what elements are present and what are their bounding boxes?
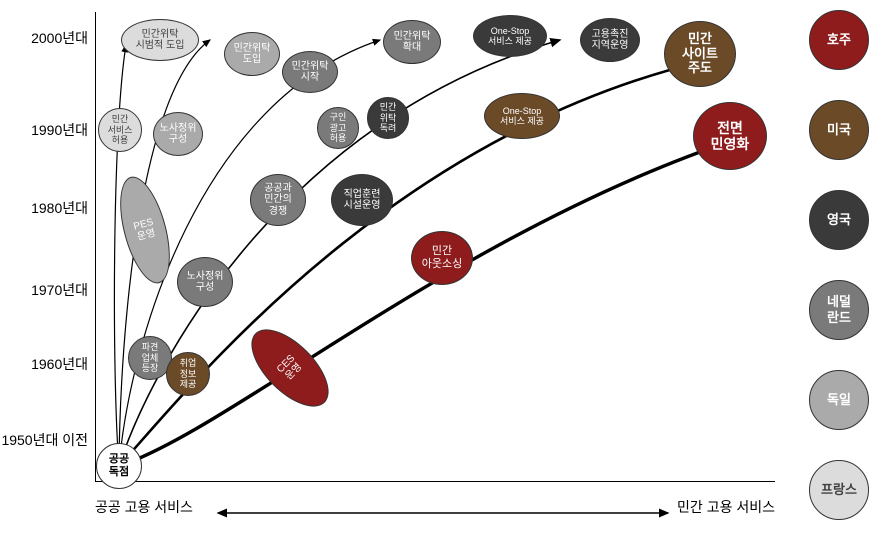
- node-uk: 민간 위탁 독려: [367, 97, 409, 139]
- node-aus: 전면 민영화: [693, 102, 767, 170]
- node-france: 민간 서비스 허용: [98, 108, 142, 152]
- legend: 호주미국영국네덜 란드독일프랑스: [809, 10, 871, 550]
- y-label: 1950년대 이전: [1, 432, 88, 449]
- node-nether: 공공과 민간의 경쟁: [250, 174, 306, 226]
- node-usa: One-Stop 서비스 제공: [484, 93, 560, 139]
- legend-item-네덜란드: 네덜 란드: [809, 280, 869, 340]
- node-germany: 민간위탁 도입: [224, 32, 280, 76]
- legend-item-호주: 호주: [809, 10, 869, 70]
- node-aus: 민간 아웃소싱: [411, 231, 473, 285]
- y-label: 1980년대: [31, 200, 88, 217]
- legend-item-프랑스: 프랑스: [809, 460, 869, 520]
- node-nether: 민간위탁 시작: [282, 51, 338, 93]
- y-label: 1960년대: [31, 356, 88, 373]
- legend-item-미국: 미국: [809, 100, 869, 160]
- node-uk: One-Stop 서비스 제공: [473, 15, 547, 57]
- node-uk: 취업 정보 제공: [166, 352, 210, 396]
- node-nether: 노사정위 구성: [177, 257, 233, 307]
- node-start: 공공 독점: [96, 443, 142, 489]
- node-germany: 노사정위 구성: [153, 112, 203, 156]
- legend-item-영국: 영국: [809, 190, 869, 250]
- y-label: 2000년대: [31, 30, 88, 47]
- node-usa: 민간 사이트 주도: [664, 21, 736, 87]
- node-nether: 민간위탁 확대: [383, 20, 441, 64]
- y-label: 1990년대: [31, 122, 88, 139]
- node-nether: 구인 광고 허용: [317, 107, 359, 149]
- x-label-right: 민간 고용 서비스: [677, 498, 775, 516]
- legend-item-독일: 독일: [809, 370, 869, 430]
- x-label-left: 공공 고용 서비스: [95, 498, 193, 516]
- node-france: 민간위탁 시범적 도입: [121, 19, 199, 61]
- node-uk: 고용촉진 지역운영: [580, 18, 640, 62]
- node-uk: 직업훈련 시설운영: [331, 174, 393, 226]
- y-label: 1970년대: [31, 282, 88, 299]
